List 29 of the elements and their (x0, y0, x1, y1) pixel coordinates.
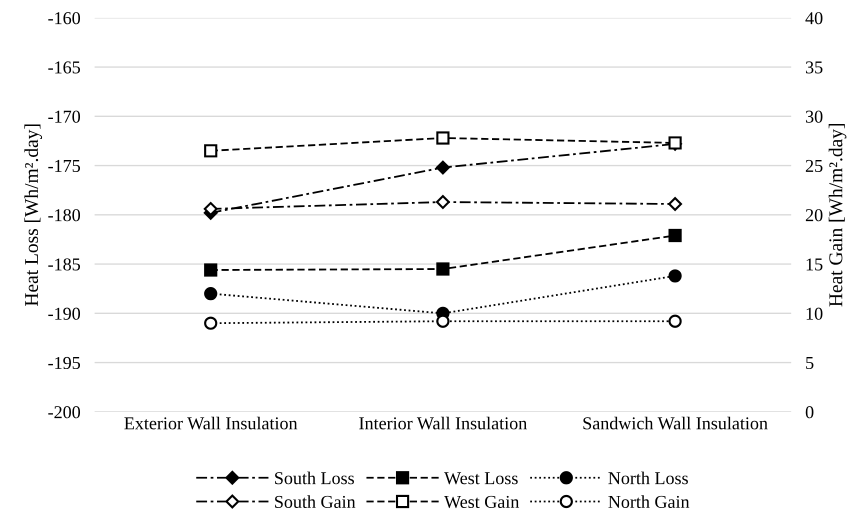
legend-label: North Gain (608, 495, 690, 508)
y-tick-label: -175 (48, 160, 80, 172)
y2-tick-label: 0 (806, 406, 814, 418)
legend-label: South Gain (275, 495, 356, 508)
y2-tick-label: 20 (806, 209, 822, 222)
y2-axis-title: Heat Gain [Wh/m².day] (828, 124, 846, 307)
y-tick-label: -185 (48, 258, 80, 271)
y-tick-label: -200 (48, 406, 80, 418)
y-tick-label: -160 (48, 12, 80, 24)
legend-label: North Loss (608, 472, 688, 484)
y-tick-label: -190 (48, 308, 80, 320)
y2-tick-label: 30 (806, 110, 822, 123)
legend-label: West Loss (444, 472, 518, 484)
y2-tick-label: 35 (806, 61, 822, 74)
x-tick-label: Sandwich Wall Insulation (583, 416, 768, 430)
y2-tick-label: 5 (806, 357, 814, 370)
legend-label: South Loss (275, 472, 354, 484)
y-axis-title: Heat Loss [Wh/m².day] (24, 124, 42, 306)
y-tick-label: -165 (48, 61, 80, 74)
x-tick-label: Interior Wall Insulation (359, 416, 527, 430)
y2-tick-label: 10 (806, 308, 822, 320)
legend-label: West Gain (444, 496, 520, 508)
y2-tick-label: 40 (805, 12, 822, 24)
y2-tick-label: 15 (806, 258, 822, 271)
y-tick-label: -195 (48, 356, 80, 370)
y-tick-label: -180 (48, 209, 80, 222)
x-tick-label: Exterior Wall Insulation (124, 416, 298, 430)
y-tick-label: -170 (48, 110, 80, 123)
y2-tick-label: 25 (806, 160, 822, 172)
